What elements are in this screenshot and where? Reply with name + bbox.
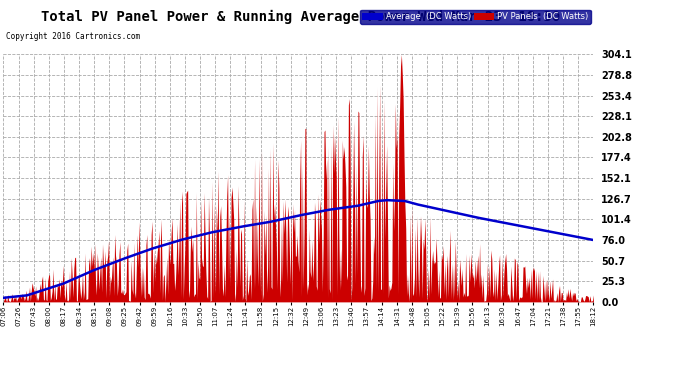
Text: Copyright 2016 Cartronics.com: Copyright 2016 Cartronics.com: [6, 32, 139, 41]
Legend: Average  (DC Watts), PV Panels  (DC Watts): Average (DC Watts), PV Panels (DC Watts): [360, 10, 591, 24]
Text: Total PV Panel Power & Running Average Power Wed Mar 23  18:30: Total PV Panel Power & Running Average P…: [41, 9, 560, 24]
